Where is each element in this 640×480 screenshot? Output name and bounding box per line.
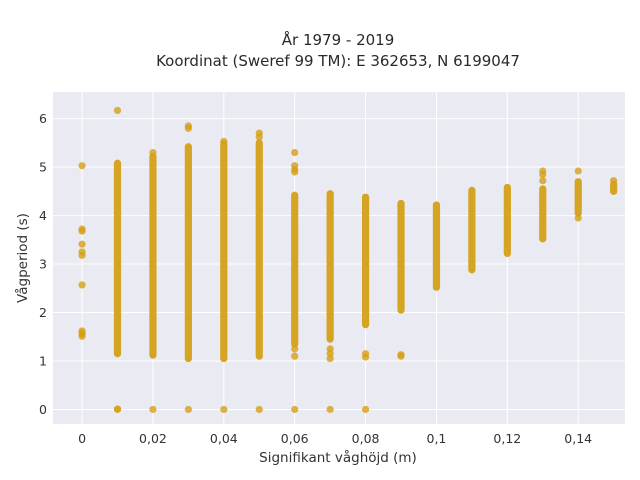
x-tick-label: 0 — [78, 431, 86, 446]
point-cluster — [113, 159, 122, 358]
data-point — [291, 148, 299, 157]
x-tick-label: 0,14 — [564, 431, 592, 446]
point-cluster — [326, 190, 334, 343]
data-point — [220, 137, 228, 146]
y-tick-label: 1 — [39, 353, 47, 368]
data-point — [610, 177, 618, 185]
data-point — [397, 352, 405, 360]
point-cluster — [291, 191, 299, 348]
data-point — [574, 167, 582, 175]
y-tick-label: 2 — [39, 305, 47, 320]
point-cluster — [149, 152, 157, 359]
data-point — [291, 405, 299, 414]
data-point — [539, 177, 547, 185]
chart-title-line-2: Koordinat (Sweref 99 TM): E 362653, N 61… — [156, 52, 520, 70]
x-axis-label: Signifikant våghöjd (m) — [259, 449, 417, 466]
x-tick-label: 0,02 — [139, 431, 167, 446]
point-cluster — [574, 178, 582, 217]
x-tick-label: 0,1 — [427, 431, 447, 446]
data-point — [78, 227, 86, 235]
data-point — [113, 405, 122, 413]
data-point — [255, 133, 263, 141]
data-point — [78, 251, 86, 259]
data-point — [113, 106, 122, 115]
x-tick-labels: 0 0,02 0,04 0,06 0,08 0,1 0,12 0,14 — [78, 431, 592, 446]
data-point — [184, 405, 192, 414]
data-point — [291, 168, 299, 176]
chart-title-line-1: År 1979 - 2019 — [282, 30, 395, 49]
x-tick-label: 0,04 — [210, 431, 238, 446]
point-cluster — [361, 193, 370, 329]
plot-area — [53, 92, 625, 424]
y-tick-label: 4 — [39, 208, 47, 223]
data-point — [361, 353, 370, 361]
x-tick-label: 0,06 — [281, 431, 309, 446]
y-tick-label: 6 — [39, 111, 47, 126]
x-tick-label: 0,08 — [352, 431, 380, 446]
data-point — [291, 345, 299, 353]
y-tick-labels: 0 1 2 3 4 5 6 — [39, 111, 47, 417]
point-cluster — [432, 201, 441, 291]
data-point — [78, 332, 86, 340]
data-point — [326, 405, 334, 414]
point-cluster — [397, 199, 405, 314]
data-point — [255, 405, 263, 414]
y-tick-label: 5 — [39, 160, 47, 175]
y-tick-label: 0 — [39, 402, 47, 417]
point-cluster — [255, 139, 263, 360]
data-point — [291, 352, 299, 360]
data-point — [220, 405, 228, 414]
point-cluster — [539, 185, 547, 243]
data-points — [78, 106, 618, 414]
data-point — [539, 170, 547, 178]
data-point — [149, 148, 157, 157]
y-tick-label: 3 — [39, 257, 47, 272]
data-point — [149, 405, 157, 414]
y-axis-label: Vågperiod (s) — [14, 213, 31, 303]
x-tick-label: 0,12 — [493, 431, 521, 446]
data-point — [78, 162, 86, 170]
point-cluster — [503, 183, 511, 257]
data-point — [574, 214, 582, 222]
point-cluster — [184, 143, 192, 363]
point-cluster — [610, 180, 618, 195]
data-point — [78, 281, 86, 289]
data-point — [184, 124, 192, 132]
point-cluster — [220, 140, 228, 363]
data-point — [326, 354, 334, 363]
data-point — [361, 405, 370, 414]
data-point — [78, 240, 86, 248]
point-cluster — [468, 186, 476, 274]
